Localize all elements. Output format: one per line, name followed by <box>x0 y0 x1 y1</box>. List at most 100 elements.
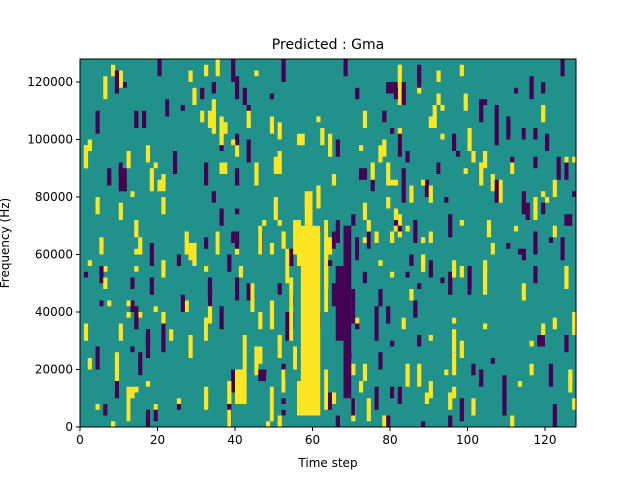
heatmap-segment <box>366 231 371 249</box>
heatmap-cell <box>452 329 457 353</box>
heatmap-cell <box>417 283 422 289</box>
heatmap-segment <box>355 237 359 261</box>
heatmap-cell <box>176 398 182 404</box>
heatmap-cell <box>200 110 205 123</box>
heatmap-cell <box>231 231 236 243</box>
heatmap-cell <box>231 369 236 393</box>
heatmap-cell <box>130 386 135 399</box>
heatmap-cell <box>421 179 426 186</box>
heatmap-cell <box>514 225 519 232</box>
heatmap-cell <box>572 191 577 197</box>
heatmap-cell <box>386 197 391 209</box>
heatmap-cell <box>428 260 433 278</box>
heatmap-cell <box>471 363 476 376</box>
heatmap-cell <box>452 317 457 324</box>
heatmap-segment <box>289 277 294 341</box>
heatmap-cell <box>207 300 213 324</box>
y-tick-label: 20000 <box>35 363 73 377</box>
heatmap-cell <box>405 271 410 278</box>
y-tick-label: 0 <box>65 420 73 434</box>
heatmap-cell <box>506 243 511 249</box>
heatmap-cell <box>351 363 356 376</box>
heatmap-cell <box>362 202 368 220</box>
heatmap-cell <box>83 145 89 169</box>
heatmap-cell <box>494 128 499 146</box>
heatmap-cell <box>448 415 453 427</box>
x-tick-label: 60 <box>305 433 320 447</box>
heatmap-cell <box>126 151 131 169</box>
heatmap-cell <box>459 340 464 358</box>
heatmap-cell <box>204 64 209 77</box>
heatmap-cell <box>459 64 464 77</box>
heatmap-cell <box>111 421 116 427</box>
heatmap-cell <box>134 266 139 272</box>
heatmap-cell <box>552 317 557 330</box>
heatmap-cell <box>277 220 282 226</box>
heatmap-cell <box>173 156 178 174</box>
heatmap-cell <box>541 202 546 215</box>
heatmap-cell <box>405 363 410 387</box>
heatmap-cell <box>219 306 224 330</box>
y-tick-label: 80000 <box>35 190 73 204</box>
heatmap-cell <box>211 99 216 117</box>
heatmap-cell <box>572 312 577 335</box>
heatmap-cell <box>254 162 259 186</box>
heatmap-cell <box>386 415 391 427</box>
heatmap-cell <box>269 116 275 134</box>
heatmap-segment <box>300 225 321 416</box>
heatmap-cell <box>161 346 166 353</box>
heatmap-cell <box>362 168 368 180</box>
heatmap-cell <box>382 139 387 157</box>
heatmap-cell <box>281 231 286 249</box>
heatmap-cell <box>548 237 554 243</box>
heatmap-cell <box>545 133 550 151</box>
y-axis: 0 20000 40000 60000 80000 100000 120000 <box>27 75 80 434</box>
heatmap-cell <box>564 335 569 353</box>
heatmap-cell <box>409 185 414 203</box>
heatmap-cell <box>184 231 189 255</box>
heatmap-cell <box>401 168 406 186</box>
heatmap-cell <box>227 254 232 272</box>
heatmap-cell <box>95 346 100 370</box>
heatmap-segment <box>293 346 297 370</box>
heatmap-cell <box>483 323 488 330</box>
heatmap-cell <box>235 277 240 301</box>
heatmap-cell <box>83 271 89 278</box>
heatmap-cell <box>188 243 193 261</box>
heatmap-cell <box>440 105 445 111</box>
heatmap-cell <box>428 335 433 341</box>
heatmap-cell <box>572 398 577 410</box>
heatmap-cell <box>95 197 100 215</box>
heatmap-cell <box>281 59 286 82</box>
heatmap-cell <box>521 191 526 215</box>
heatmap-cell <box>471 151 476 163</box>
heatmap-cell <box>331 174 337 186</box>
heatmap-cell <box>145 381 151 387</box>
heatmap-cell <box>424 392 430 404</box>
heatmap-cell <box>204 162 209 186</box>
heatmap-cell <box>242 87 247 105</box>
heatmap-cell <box>359 381 364 393</box>
heatmap-cell <box>359 168 364 180</box>
heatmap-cell <box>390 340 395 347</box>
heatmap-cell <box>277 335 282 358</box>
heatmap-segment <box>258 225 263 255</box>
heatmap-cell <box>103 404 108 416</box>
heatmap-cell <box>541 191 546 197</box>
heatmap-cell <box>161 323 166 347</box>
heatmap-cell <box>180 105 185 111</box>
heatmap-cell <box>126 300 131 307</box>
heatmap-cell <box>188 70 193 82</box>
heatmap-cell <box>560 59 565 77</box>
heatmap-cell <box>521 248 526 261</box>
plot-frame <box>79 58 577 428</box>
heatmap-cell <box>401 82 406 105</box>
heatmap-cell <box>235 133 240 151</box>
heatmap-cell <box>502 375 507 399</box>
heatmap-cell <box>483 277 488 295</box>
heatmap-cell <box>95 404 100 410</box>
heatmap-cell <box>130 300 135 312</box>
x-axis-label: Time step <box>297 456 357 470</box>
heatmap-cell <box>184 300 189 312</box>
heatmap-cell <box>103 277 108 289</box>
